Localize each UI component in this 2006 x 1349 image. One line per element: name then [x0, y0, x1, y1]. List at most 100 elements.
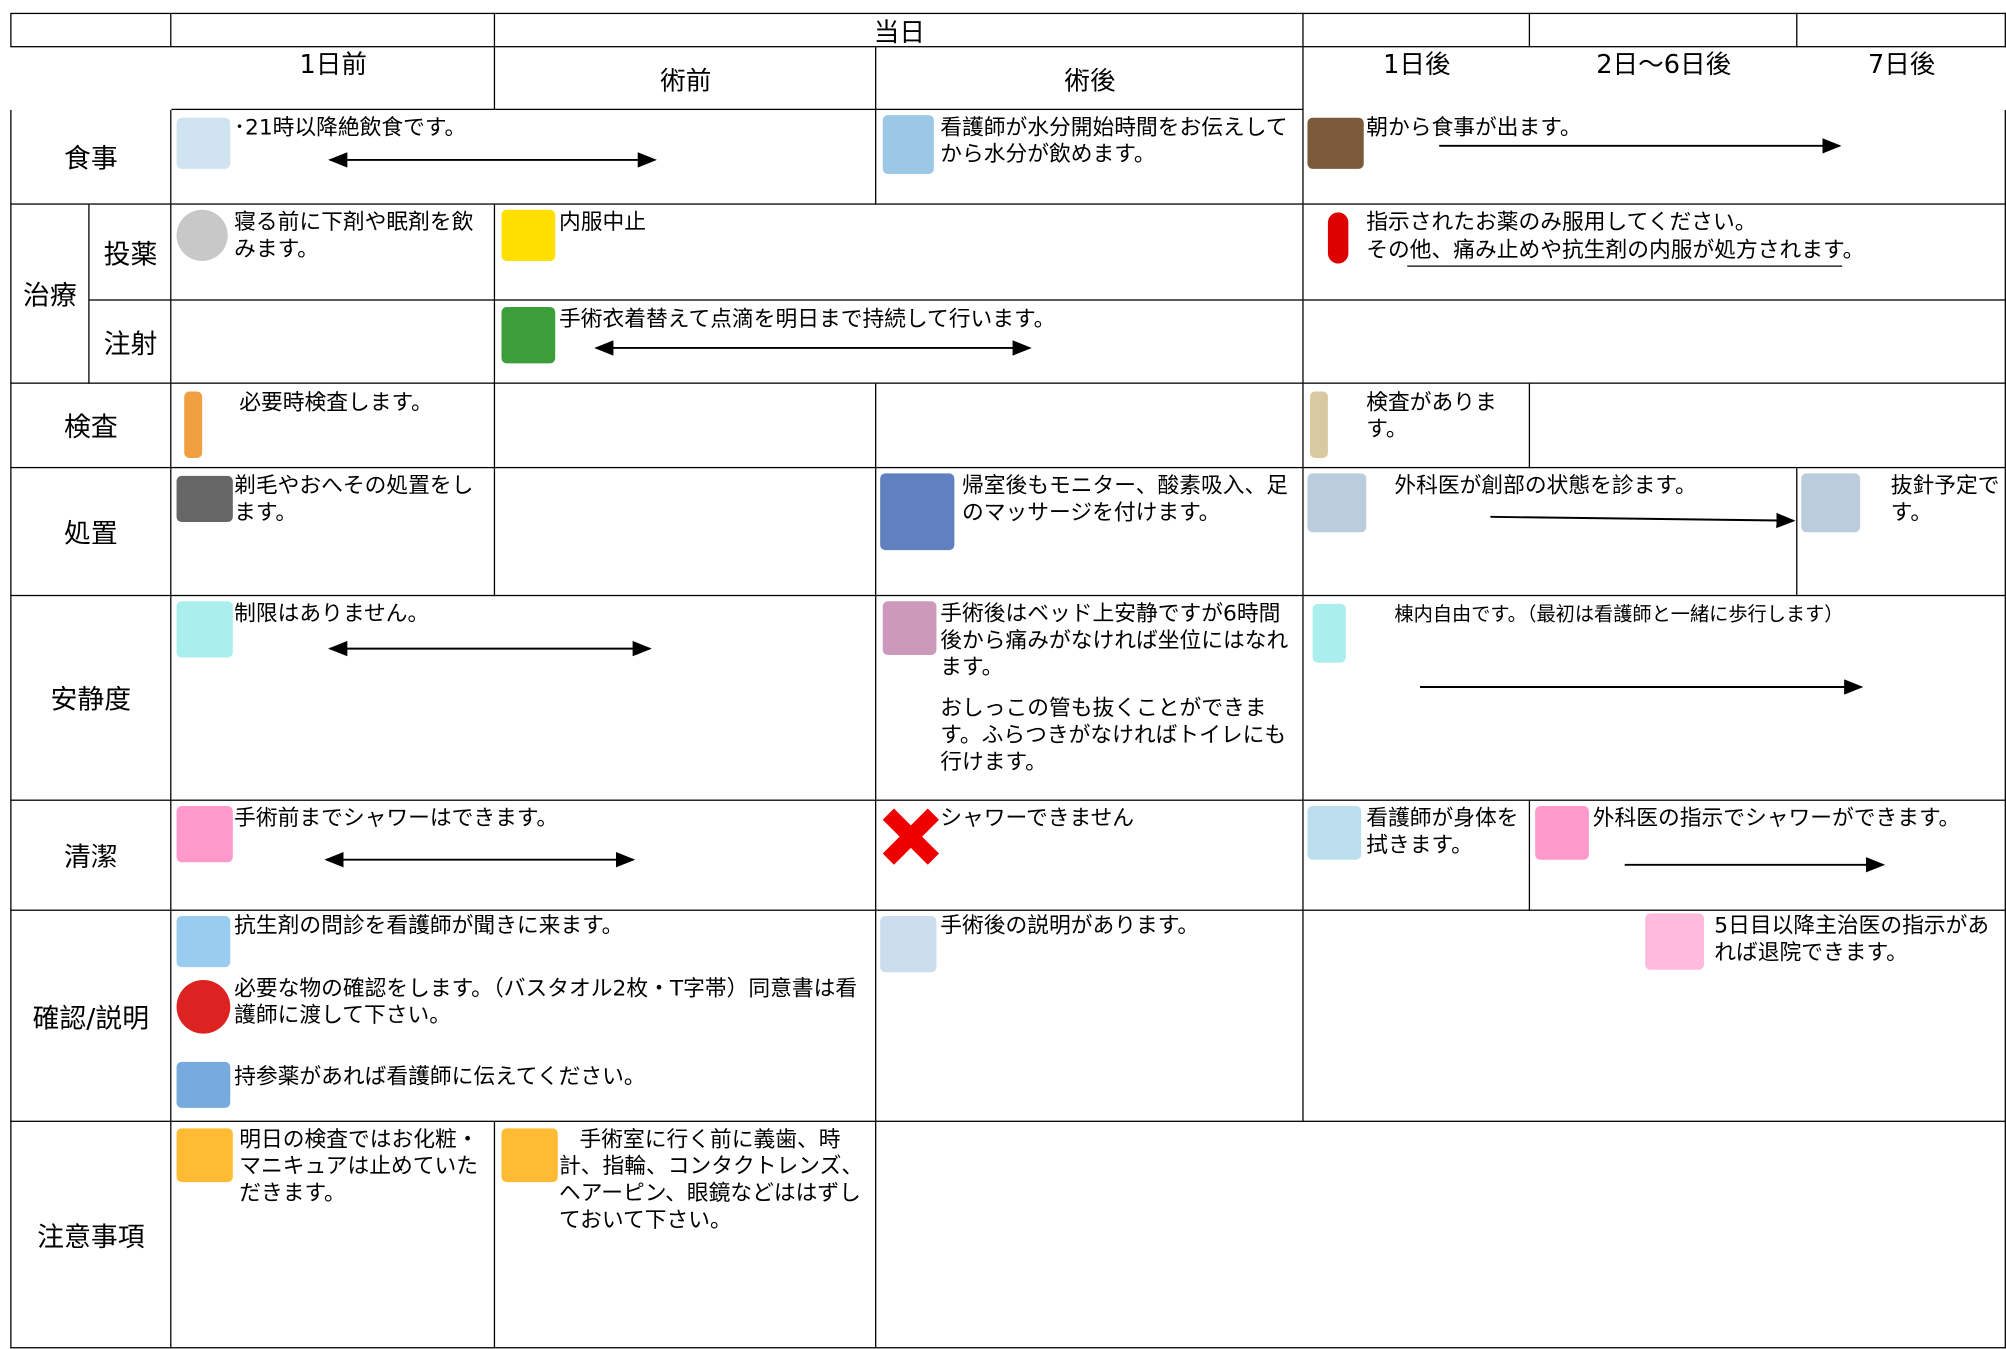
table-cell	[876, 110, 1304, 205]
column-header: 術後	[1064, 65, 1116, 96]
column-header: 1日前	[299, 47, 367, 79]
note: 帰室後もモニター、酸素吸入、足のマッサージを付けます。	[962, 473, 1289, 526]
table-cell	[495, 1121, 877, 1349]
table-cell	[876, 596, 1304, 801]
table-cell	[1303, 468, 1798, 597]
note: 剃毛やおへその処置をします。	[234, 473, 474, 526]
column-header: 2日～6日後	[1596, 47, 1732, 79]
note: 指示されたお薬のみ服用してください。	[1366, 209, 1757, 236]
note: 手術前までシャワーはできます。	[234, 805, 559, 832]
row-label: 食事	[63, 143, 118, 174]
row-label: 注意事項	[37, 1221, 145, 1252]
note: 手術室に行く前に義歯、時計、指輪、コンタクトレンズ、ヘアーピン、眼鏡などははずし…	[559, 1127, 864, 1234]
table-cell	[10, 110, 172, 205]
table-cell	[876, 910, 1304, 1122]
table-cell	[171, 12, 496, 48]
note: 制限はありません。	[234, 601, 430, 627]
table-cell	[1530, 383, 2006, 469]
note: 寝る前に下剤や眠剤を飲みます。	[234, 209, 474, 263]
table-cell	[1303, 300, 2006, 384]
table-cell	[10, 204, 90, 384]
column-header: 1日後	[1383, 47, 1451, 79]
icon	[176, 1128, 233, 1183]
table-cell	[171, 468, 496, 597]
table-cell	[1303, 12, 1531, 48]
note: 外科医が創部の状態を診ます。	[1394, 473, 1697, 499]
table-cell	[10, 12, 172, 48]
table-cell	[171, 596, 877, 801]
icon	[882, 115, 934, 174]
table-cell	[495, 468, 877, 597]
note: 手術後はベッド上安静ですが6時間後から痛みがなければ坐位にはなれます。	[940, 601, 1289, 681]
arrow	[1490, 512, 1796, 529]
table-cell	[171, 47, 496, 111]
note: 抜針予定です。	[1890, 473, 2000, 526]
row-label: 検査	[63, 411, 118, 443]
note: 朝から食事が出ます。	[1366, 115, 1582, 141]
table-cell	[876, 800, 1304, 911]
note: 手術衣着替えて点滴を明日まで持続して行います。	[559, 307, 1056, 333]
icon	[880, 915, 937, 973]
table-cell	[10, 1121, 172, 1349]
note: 検査があります。	[1366, 390, 1497, 443]
icon	[1310, 391, 1328, 458]
table-cell	[1303, 383, 1531, 469]
icon	[1327, 212, 1349, 264]
icon	[501, 209, 556, 261]
row-label: 確認/説明	[32, 1002, 150, 1034]
table-cell	[1303, 596, 2006, 801]
table-cell	[171, 204, 496, 301]
icon	[501, 307, 556, 364]
icon	[1801, 473, 1861, 533]
table-cell	[495, 383, 877, 469]
table-cell	[89, 204, 172, 301]
icon	[176, 805, 233, 863]
table-cell	[1303, 110, 2006, 205]
icon	[176, 117, 231, 169]
note: 看護師が身体を拭きます。	[1366, 805, 1519, 859]
table-cell	[495, 12, 1304, 48]
note: ･21時以降絶飲食です。	[234, 115, 467, 141]
icon	[1307, 473, 1367, 533]
icon	[1307, 805, 1362, 860]
table-cell	[876, 383, 1304, 469]
table-cell	[1303, 204, 2006, 301]
icon	[176, 979, 231, 1034]
table-cell	[876, 468, 1304, 597]
note: 持参薬があれば看護師に伝えてください。	[234, 1064, 646, 1090]
note: 明日の検査ではお化粧・マニキュアは止めていただきます。	[239, 1127, 479, 1207]
table-cell	[10, 596, 172, 801]
icon	[1535, 805, 1589, 860]
column-header: 術前	[660, 65, 712, 96]
note: 必要時検査します。	[239, 390, 433, 416]
table-cell	[171, 383, 496, 469]
note: 看護師が水分開始時間をお伝えしてから水分が飲めます。	[940, 115, 1288, 168]
icon	[1645, 913, 1705, 970]
icon	[176, 209, 228, 261]
column-header: 7日後	[1867, 47, 1936, 79]
icon	[176, 1061, 231, 1108]
table-cell	[10, 383, 172, 469]
row-label: 投薬	[103, 238, 158, 270]
note: 外科医の指示でシャワーができます。	[1592, 805, 1961, 832]
table-cell	[876, 47, 1304, 111]
icon	[501, 1128, 558, 1183]
row-label: 治療	[23, 280, 77, 311]
group-header: 当日	[873, 16, 925, 48]
table-cell	[1797, 12, 2006, 48]
icon	[880, 473, 955, 551]
table-cell	[171, 800, 877, 911]
row-label: 清潔	[63, 841, 118, 873]
icon	[1312, 603, 1346, 663]
table-cell	[89, 300, 172, 384]
note: 手術後の説明があります。	[940, 913, 1200, 940]
table-cell	[1303, 910, 2006, 1122]
table-cell	[171, 110, 877, 205]
table-cell	[10, 800, 172, 911]
row-label: 安静度	[50, 684, 132, 716]
table-cell	[10, 910, 172, 1122]
note: おしっこの管も抜くことができます。ふらつきがなければトイレにも行けます。	[940, 695, 1287, 776]
table-cell	[171, 910, 877, 1122]
